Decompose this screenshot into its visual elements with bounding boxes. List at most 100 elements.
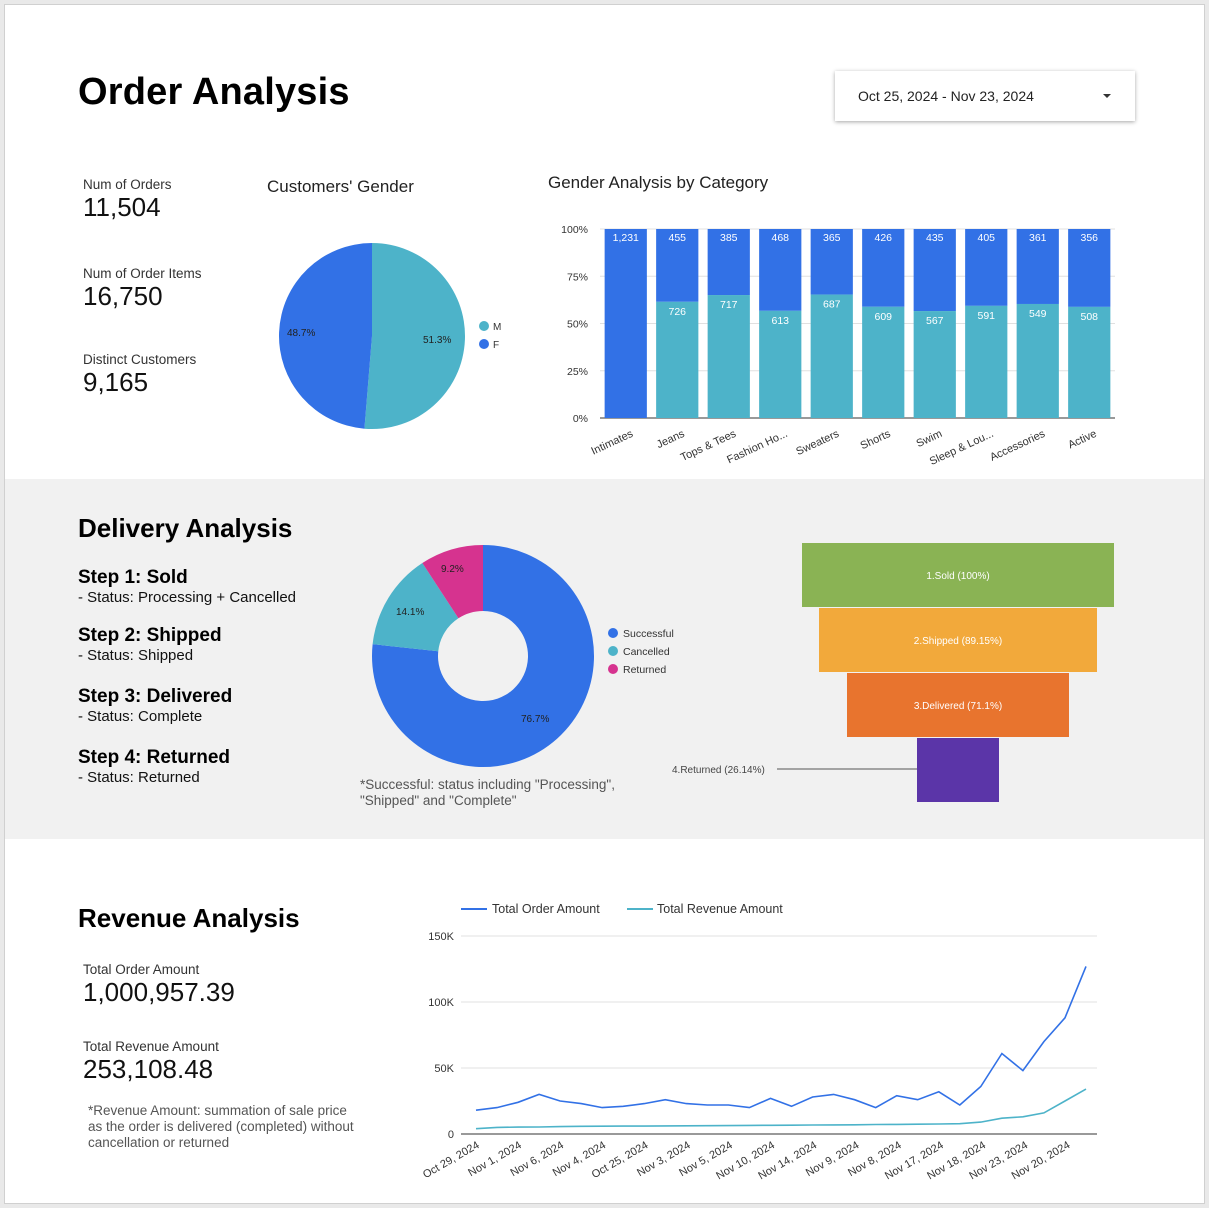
legend-swatch-successful <box>608 628 618 638</box>
donut-label-successful: 76.7% <box>521 714 549 725</box>
bar-segment-f <box>913 229 956 312</box>
legend-label-m: M <box>493 322 501 333</box>
bar-segment-m <box>707 295 750 418</box>
gender-pie-title: Customers' Gender <box>267 177 414 196</box>
kpi-distinct-customers: Distinct Customers 9,165 <box>83 352 196 398</box>
caret-down-icon[interactable] <box>1103 94 1111 98</box>
gender-pie-chart: 51.3% 48.7% M F <box>278 243 501 429</box>
bar-label-m: 591 <box>977 310 995 322</box>
bar-segment-f <box>656 229 699 302</box>
x-tick-label: Jeans <box>655 428 687 451</box>
funnel-label-sold: 1.Sold (100%) <box>926 571 989 582</box>
x-tick-label: Shorts <box>859 428 893 453</box>
bar-segment-f <box>862 229 905 307</box>
kpi-num-orders: Num of Orders 11,504 <box>83 177 172 223</box>
bar-label-m: 567 <box>926 315 944 327</box>
delivery-title: Delivery Analysis <box>78 513 293 543</box>
chart-bars: 1,231 455 726 385 717 468 613 365 687 426 609 435 56… <box>604 229 1111 418</box>
delivery-step-3: Step 3: Delivered - Status: Complete <box>78 686 232 725</box>
bar-label-f: 361 <box>1029 232 1047 244</box>
y-tick-label: 0% <box>573 413 588 425</box>
kpi-label: Num of Orders <box>83 177 172 192</box>
legend-swatch-cancelled <box>608 646 618 656</box>
x-tick-label: Intimates <box>589 428 635 458</box>
bar-label-f: 455 <box>668 232 686 244</box>
bar-label-f: 426 <box>874 232 892 244</box>
step-desc: - Status: Shipped <box>78 647 194 664</box>
bar-label-f: 1,231 <box>613 232 639 244</box>
delivery-step-1: Step 1: Sold - Status: Processing + Canc… <box>78 567 296 606</box>
funnel-bar-sold[interactable] <box>802 543 1114 607</box>
funnel-bar-delivered[interactable] <box>847 673 1069 737</box>
series-line-order-amount <box>475 966 1087 1111</box>
bar-label-m: 609 <box>874 311 892 323</box>
bar-label-f: 356 <box>1080 232 1098 244</box>
bar-label-m: 726 <box>668 306 686 318</box>
revenue-title: Revenue Analysis <box>78 903 300 933</box>
bar-segment-f <box>707 229 750 296</box>
donut-label-returned: 9.2% <box>441 564 464 575</box>
donut-slice-cancelled[interactable] <box>372 563 459 652</box>
y-tick-label: 50K <box>434 1063 454 1075</box>
funnel-bar-returned[interactable] <box>917 738 999 802</box>
delivery-step-4: Step 4: Returned - Status: Returned <box>78 747 230 786</box>
date-range-picker[interactable]: Oct 25, 2024 - Nov 23, 2024 <box>835 71 1135 121</box>
step-title: Step 3: Delivered <box>78 686 233 707</box>
bar-label-m: 613 <box>771 315 789 327</box>
legend-label-cancelled: Cancelled <box>623 646 670 658</box>
bar-segment-m <box>1016 303 1059 418</box>
donut-slice-returned[interactable] <box>422 545 483 619</box>
x-tick-label: Sweaters <box>794 428 841 458</box>
kpi-label: Distinct Customers <box>83 352 197 367</box>
y-tick-label: 0 <box>448 1129 454 1141</box>
y-tick-label: 25% <box>567 366 588 378</box>
funnel-label-returned: 4.Returned (26.14%) <box>672 765 765 776</box>
bar-label-m: 549 <box>1029 308 1047 320</box>
dashboard-page: Order Analysis Oct 25, 2024 - Nov 23, 20… <box>4 4 1205 1204</box>
donut-label-cancelled: 14.1% <box>396 607 424 618</box>
legend-label-returned: Returned <box>623 664 666 676</box>
y-tick-label: 50% <box>567 319 588 331</box>
y-tick-label: 150K <box>428 931 454 943</box>
kpi-total-revenue-amount: Total Revenue Amount 253,108.48 <box>83 1039 219 1085</box>
gender-category-title: Gender Analysis by Category <box>548 173 769 192</box>
bar-segment-m <box>1068 306 1111 418</box>
bar-label-f: 365 <box>823 232 841 244</box>
bar-label-f: 405 <box>977 232 995 244</box>
step-desc: - Status: Returned <box>78 769 200 786</box>
pie-slice-m[interactable] <box>364 243 465 429</box>
x-tick-label: Swim <box>915 428 944 450</box>
y-tick-label: 100% <box>561 224 588 236</box>
funnel-bar-shipped[interactable] <box>819 608 1097 672</box>
date-range-text: Oct 25, 2024 - Nov 23, 2024 <box>858 88 1034 104</box>
kpi-value: 16,750 <box>83 281 163 311</box>
kpi-value: 11,504 <box>83 192 161 222</box>
bar-segment-f <box>1068 229 1111 307</box>
legend-label-f: F <box>493 340 499 351</box>
funnel-label-shipped: 2.Shipped (89.15%) <box>914 636 1002 647</box>
kpi-label: Num of Order Items <box>83 266 202 281</box>
step-title: Step 1: Sold <box>78 567 188 588</box>
bar-label-f: 468 <box>771 232 789 244</box>
bar-segment-m <box>913 311 956 418</box>
kpi-label: Total Revenue Amount <box>83 1039 219 1054</box>
pie-slice-f[interactable] <box>278 243 372 429</box>
donut-slice-successful[interactable] <box>372 545 594 767</box>
pie-label-f: 48.7% <box>287 328 315 339</box>
y-tick-label: 75% <box>567 271 588 283</box>
bar-segment-f <box>759 229 802 311</box>
legend-swatch-m <box>479 321 489 331</box>
bar-segment-m <box>965 305 1008 418</box>
chart-gridlines <box>461 935 1097 1135</box>
legend-swatch-returned <box>608 664 618 674</box>
bar-segment-m <box>759 310 802 418</box>
legend-label-order: Total Order Amount <box>492 902 600 916</box>
bar-label-f: 435 <box>926 232 944 244</box>
bar-segment-f <box>604 229 647 418</box>
revenue-note: *Revenue Amount: summation of sale price… <box>88 1103 354 1150</box>
step-title: Step 4: Returned <box>78 747 231 768</box>
delivery-note: *Successful: status including "Processin… <box>360 777 615 808</box>
y-tick-label: 100K <box>428 997 454 1009</box>
bar-segment-f <box>1016 229 1059 304</box>
kpi-value: 1,000,957.39 <box>83 977 235 1007</box>
